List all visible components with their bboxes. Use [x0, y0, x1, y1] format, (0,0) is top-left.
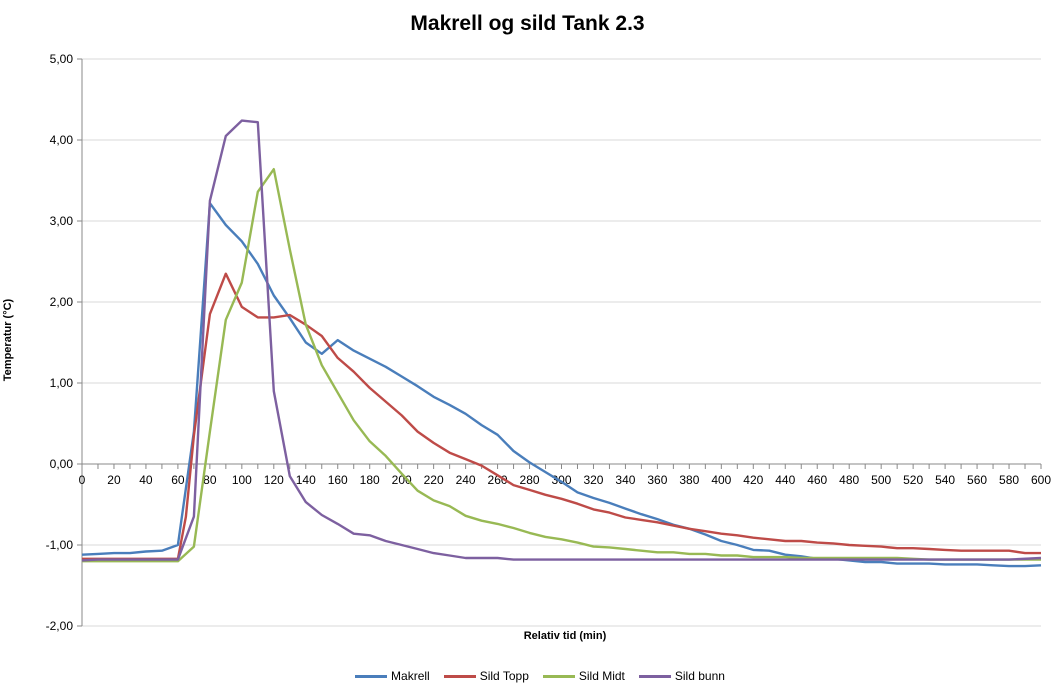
y-tick-label: 4,00	[50, 133, 74, 147]
x-tick-label: 80	[203, 473, 217, 487]
x-tick-label: 340	[615, 473, 635, 487]
x-tick-label: 0	[79, 473, 86, 487]
chart-title: Makrell og sild Tank 2.3	[410, 12, 645, 35]
legend-swatch	[355, 674, 388, 678]
x-tick-label: 540	[935, 473, 955, 487]
x-tick-label: 560	[967, 473, 987, 487]
x-tick-label: 520	[903, 473, 923, 487]
y-tick-label: 2,00	[50, 295, 74, 309]
series-line-makrell	[81, 202, 1042, 568]
legend-swatch	[542, 674, 575, 678]
legend-label: Sild Midt	[578, 669, 625, 683]
legend-swatch	[638, 674, 671, 678]
x-tick-label: 380	[679, 473, 699, 487]
y-tick-label: 1,00	[50, 376, 74, 390]
series-line-sild-bunn	[81, 119, 1042, 562]
series-line-sild-topp	[82, 272, 1041, 560]
legend-item: Sild Midt	[542, 669, 625, 683]
legend-label: Makrell	[391, 669, 430, 683]
x-tick-label: 100	[232, 473, 252, 487]
x-tick-label: 260	[488, 473, 508, 487]
x-tick-label: 200	[392, 473, 412, 487]
y-tick-label: 5,00	[50, 52, 74, 66]
x-tick-label: 300	[551, 473, 571, 487]
y-tick-label: -2,00	[46, 619, 74, 633]
legend: Makrell Sild Topp Sild Midt Sild bunn	[0, 669, 1055, 683]
legend-item: Sild bunn	[638, 669, 725, 683]
x-tick-label: 20	[107, 473, 121, 487]
x-tick-label: 420	[743, 473, 763, 487]
x-tick-label: 580	[999, 473, 1019, 487]
legend-swatch	[443, 674, 476, 678]
x-tick-label: 500	[871, 473, 891, 487]
x-tick-label: 320	[583, 473, 603, 487]
x-tick-label: 480	[839, 473, 859, 487]
x-tick-label: 220	[424, 473, 444, 487]
x-tick-label: 120	[264, 473, 284, 487]
legend-label: Sild Topp	[479, 669, 529, 683]
x-tick-label: 400	[711, 473, 731, 487]
x-tick-label: 60	[171, 473, 185, 487]
x-tick-label: 240	[456, 473, 476, 487]
legend-item: Makrell	[355, 669, 430, 683]
legend-label: Sild bunn	[674, 669, 725, 683]
y-tick-label: 3,00	[50, 214, 74, 228]
y-tick-label: -1,00	[46, 538, 74, 552]
x-tick-label: 600	[1031, 473, 1051, 487]
series-line-sild-midt	[82, 168, 1041, 563]
x-tick-label: 180	[360, 473, 380, 487]
x-tick-label: 360	[647, 473, 667, 487]
y-tick-label: 0,00	[50, 457, 74, 471]
legend-item: Sild Topp	[443, 669, 529, 683]
x-tick-label: 460	[807, 473, 827, 487]
x-tick-label: 40	[139, 473, 153, 487]
x-tick-label: 140	[296, 473, 316, 487]
x-tick-label: 440	[775, 473, 795, 487]
x-axis-label: Relativ tid (min)	[523, 630, 607, 642]
x-tick-label: 280	[520, 473, 540, 487]
x-tick-label: 160	[328, 473, 348, 487]
